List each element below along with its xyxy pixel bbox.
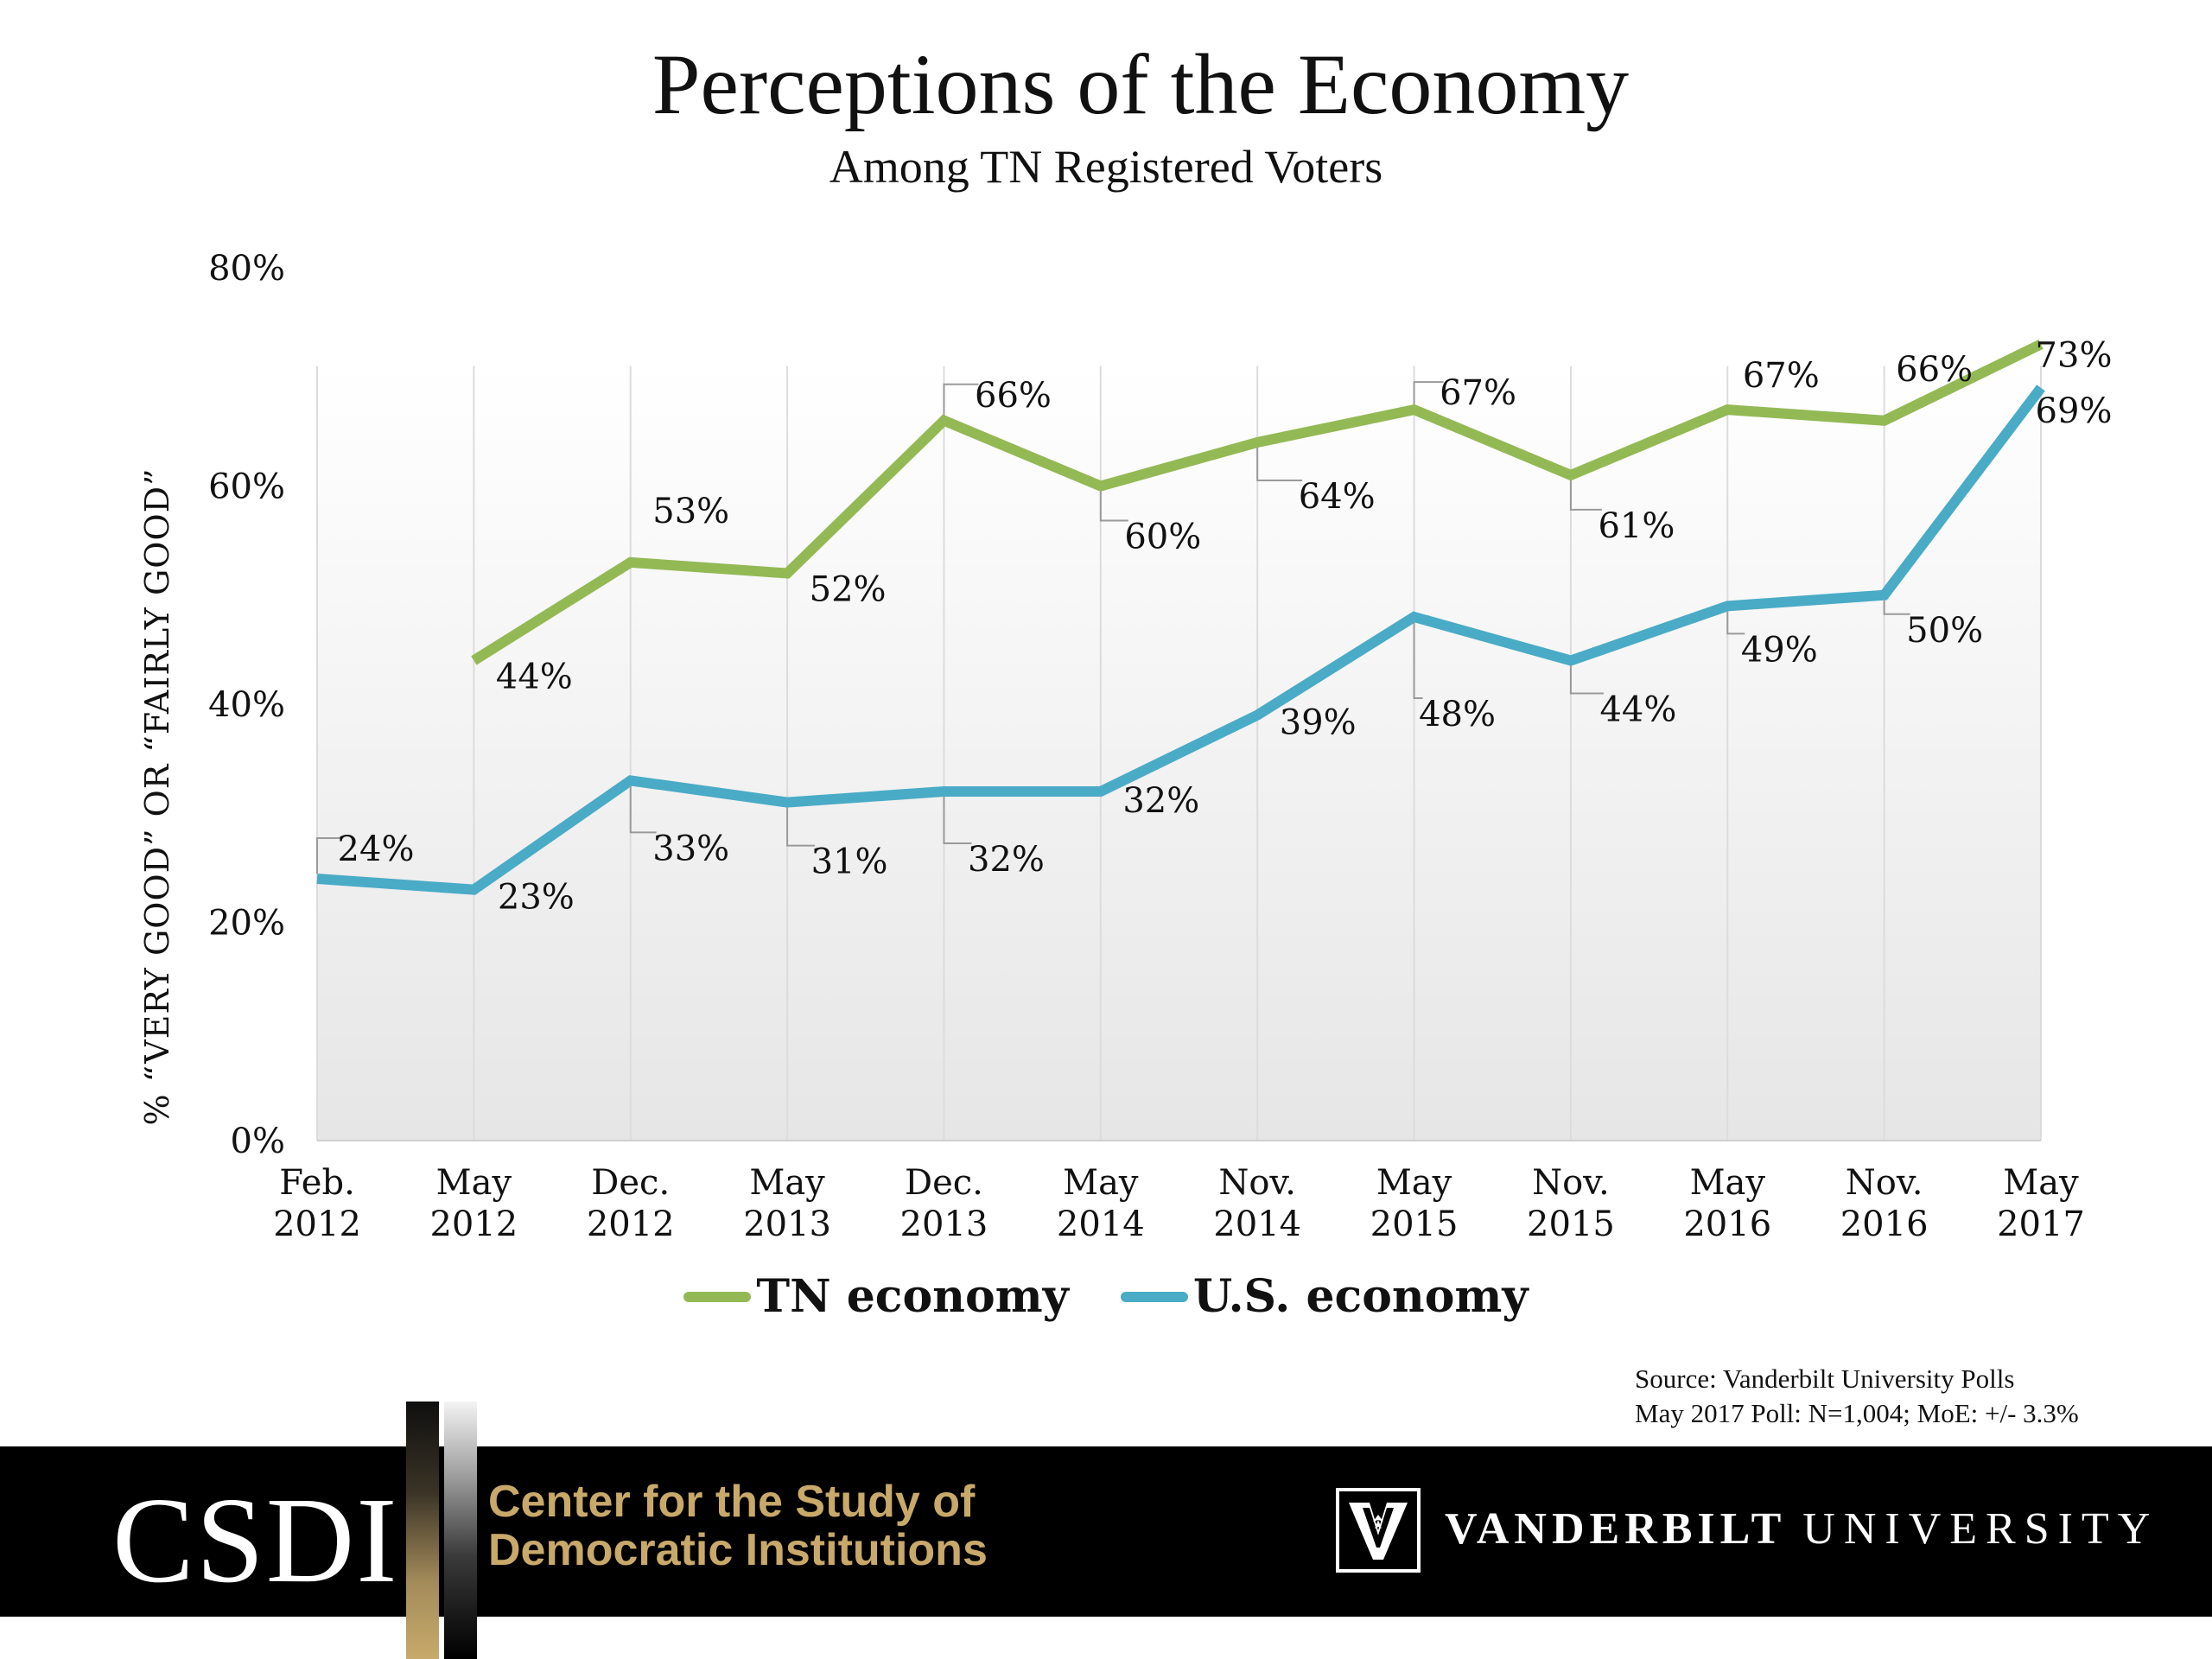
data-label: 73% [2036, 335, 2113, 375]
data-label: 49% [1741, 630, 1818, 670]
data-label: 69% [2036, 391, 2113, 431]
x-tick-label: Nov. 2015 [1527, 1163, 1615, 1244]
data-label: 31% [811, 842, 888, 882]
data-label: 64% [1299, 477, 1376, 517]
leader-line [1413, 622, 1423, 699]
x-tick-label: Dec. 2013 [900, 1163, 988, 1244]
legend-label-tn: TN economy [756, 1270, 1069, 1323]
data-label: 33% [652, 829, 729, 868]
data-label: 24% [338, 830, 415, 869]
center-name: Center for the Study of Democratic Insti… [488, 1478, 988, 1574]
x-tick-label: Feb. 2012 [273, 1163, 361, 1244]
x-tick-label: May 2015 [1370, 1163, 1459, 1244]
center-name-line1: Center for the Study of [488, 1477, 976, 1527]
leader-line [786, 807, 816, 847]
data-label: 44% [1599, 690, 1676, 730]
v-oak-leaf-icon [1349, 1503, 1408, 1560]
y-tick-label: 0% [231, 1122, 285, 1161]
silver-stripe [444, 1402, 477, 1659]
x-tick-label: May 2017 [1997, 1163, 2085, 1244]
x-tick-label: May 2014 [1057, 1163, 1145, 1244]
chart-legend: TN economy U.S. economy [0, 1270, 2212, 1323]
x-tick-label: Nov. 2016 [1840, 1163, 1929, 1244]
leader-line [943, 383, 979, 416]
vu-wordmark-light: UNIVERSITY [1802, 1504, 2159, 1554]
y-axis-title: % “VERY GOOD” OR “FAIRLY GOOD” [138, 467, 176, 1125]
center-name-line2: Democratic Institutions [488, 1525, 988, 1575]
poll-details-line: May 2017 Poll: N=1,004; MoE: +/- 3.3% [1635, 1398, 2079, 1428]
vanderbilt-wordmark: VANDERBILT UNIVERSITY [1445, 1503, 2158, 1554]
chart-subtitle: Among TN Registered Voters [829, 141, 1383, 193]
data-label: 53% [652, 492, 729, 531]
source-line: Source: Vanderbilt University Polls [1635, 1363, 2015, 1394]
leader-line [1726, 611, 1745, 635]
x-tick-label: Dec. 2012 [587, 1163, 675, 1244]
vanderbilt-shield-icon [1336, 1488, 1421, 1573]
data-label: 67% [1743, 356, 1820, 396]
data-label: 23% [498, 878, 575, 918]
legend-item-us: U.S. economy [1120, 1270, 1529, 1323]
data-label: 48% [1419, 695, 1496, 734]
data-label: 32% [1122, 781, 1199, 821]
y-tick-label: 40% [208, 685, 285, 725]
data-label: 66% [1896, 350, 1973, 390]
x-tick-label: May 2013 [743, 1163, 831, 1244]
chart-title: Perceptions of the Economy [652, 36, 1630, 132]
data-label: 32% [968, 840, 1045, 880]
y-tick-label: 80% [208, 249, 285, 289]
x-tick-label: May 2016 [1683, 1163, 1771, 1244]
data-label: 52% [810, 570, 887, 610]
gold-stripe [406, 1402, 439, 1659]
series-line-us-economy [316, 385, 2045, 895]
data-label: 39% [1280, 703, 1357, 743]
leader-line [1099, 491, 1128, 522]
leader-line [1569, 480, 1602, 511]
x-tick-label: May 2012 [429, 1163, 518, 1244]
legend-label-us: U.S. economy [1192, 1270, 1529, 1323]
legend-swatch-us [1120, 1291, 1188, 1302]
leader-line [1569, 665, 1604, 695]
series-line-tn-economy [471, 339, 2044, 665]
data-label: 67% [1440, 373, 1516, 413]
footer-bar [0, 1446, 2212, 1617]
leader-line [943, 797, 972, 844]
data-label: 61% [1598, 506, 1675, 546]
data-label: 44% [496, 658, 573, 697]
x-tick-label: Nov. 2014 [1213, 1163, 1301, 1244]
legend-item-tn: TN economy [683, 1270, 1069, 1323]
leader-line [629, 785, 657, 834]
leader-line [1883, 600, 1910, 615]
data-label: 60% [1124, 518, 1201, 557]
legend-swatch-tn [683, 1291, 752, 1302]
data-label: 50% [1906, 611, 1983, 651]
leader-line [316, 837, 341, 874]
vu-wordmark-bold: VANDERBILT [1445, 1504, 1787, 1554]
leader-line [1413, 381, 1444, 405]
data-label: 66% [975, 376, 1052, 416]
csdi-logo: CSDI [112, 1471, 399, 1608]
leader-line [1256, 448, 1303, 481]
y-tick-label: 60% [208, 467, 285, 507]
line-chart: 0% 20% 40% 60% 80% Feb. 2012 May 2012 Dec. 2012 May… [138, 249, 2113, 1244]
source-note: Source: Vanderbilt University Polls May … [1635, 1362, 2079, 1431]
y-tick-label: 20% [208, 904, 285, 944]
